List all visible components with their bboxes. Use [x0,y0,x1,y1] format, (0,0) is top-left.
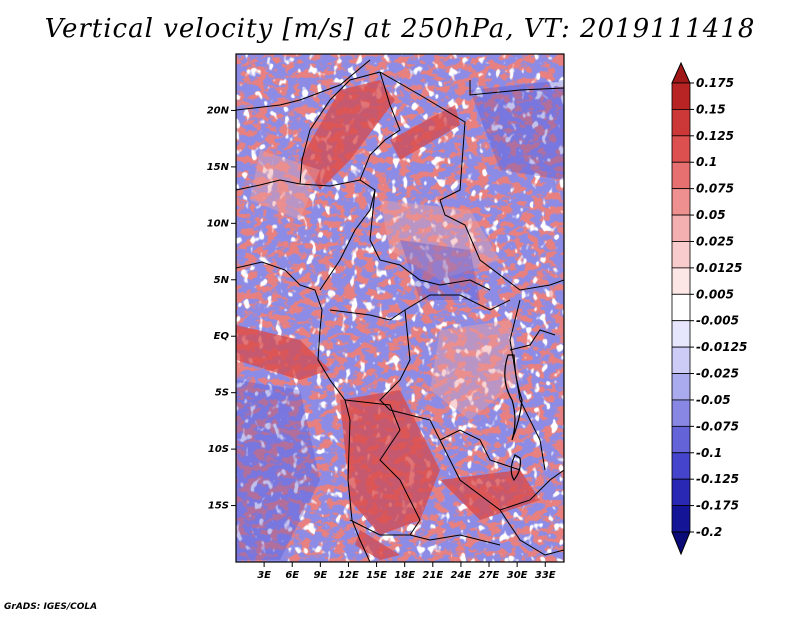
colorbar-label: -0.175 [696,499,739,513]
lon-tick-label: 3E [257,570,271,581]
map-title: Vertical velocity [m/s] at 250hPa, VT: 2… [44,14,756,44]
colorbar-bottom-arrow [671,531,691,556]
lat-tick-label: 5N [214,275,230,286]
lat-tick-label: 5S [215,388,229,399]
colorbar-label: 0.05 [696,208,726,222]
country-borders [236,59,564,562]
colorbar-swatch [671,109,691,137]
colorbar-swatch [671,135,691,163]
map-frame [235,53,565,563]
lon-tick-label: 15E [366,570,387,581]
colorbar-swatch [671,425,691,454]
colorbar-label: -0.05 [696,393,731,407]
colorbar-swatch [671,82,691,110]
lon-tick-label: 27E [479,570,500,581]
lon-tick-label: 30E [507,570,528,581]
colorbar-label: -0.1 [696,446,722,460]
lon-tick-label: 21E [422,570,443,581]
lat-tick-label: 15S [208,501,229,512]
colorbar-swatch [671,320,691,348]
lon-tick-label: 12E [338,570,359,581]
lat-tick-label: 20N [207,105,230,116]
colorbar-top-arrow [671,61,691,84]
colorbar-label: 0.0125 [696,261,742,275]
lat-tick-label: 10S [208,444,229,455]
colorbar-swatch [671,267,691,295]
colorbar-label: 0.075 [696,182,734,196]
lon-tick-label: 33E [535,570,556,581]
colorbar-label: -0.2 [696,525,722,539]
colorbar-label: 0.175 [696,76,734,90]
colorbar-label: -0.0125 [696,340,747,354]
colorbar-label: 0.1 [696,155,717,169]
colorbar-label: 0.15 [696,102,726,116]
colorbar-swatch [671,161,691,190]
lon-tick-label: 9E [313,570,327,581]
colorbar-swatch [671,478,691,506]
colorbar-swatch [671,293,691,322]
lon-tick-label: 18E [394,570,415,581]
colorbar-swatch [671,188,691,216]
longitude-axis: 3E 6E 9E 12E 15E 18E 21E 24E 27E 30E 33E [257,562,556,581]
colorbar-label: 0.025 [696,234,734,248]
colorbar-swatch [671,373,691,401]
lon-tick-label: 6E [285,570,299,581]
colorbar-label: -0.125 [696,472,739,486]
lat-tick-label: 10N [207,218,230,229]
colorbar-label: 0.005 [696,287,734,301]
colorbar-label: -0.005 [696,314,739,328]
velocity-field [236,54,564,562]
lat-tick-label: 15N [207,162,230,173]
grads-credit: GrADS: IGES/COLA [4,602,98,612]
colorbar-swatch [671,452,691,480]
colorbar-label: -0.075 [696,419,739,433]
colorbar-swatch [671,346,691,374]
latitude-axis: 20N 15N 10N 5N EQ 5S 10S 15S [207,105,236,512]
colorbar-swatch [671,505,691,533]
colorbar-swatch [671,214,691,242]
colorbar: 0.175 0.15 0.125 0.1 0.075 0.05 0.025 0.0125 0.0… [671,61,747,556]
colorbar-label: 0.125 [696,129,734,143]
colorbar-swatch [671,241,691,269]
colorbar-label: -0.025 [696,367,739,381]
lon-tick-label: 24E [451,570,472,581]
colorbar-swatch [671,399,691,427]
lat-tick-label: EQ [214,331,230,342]
